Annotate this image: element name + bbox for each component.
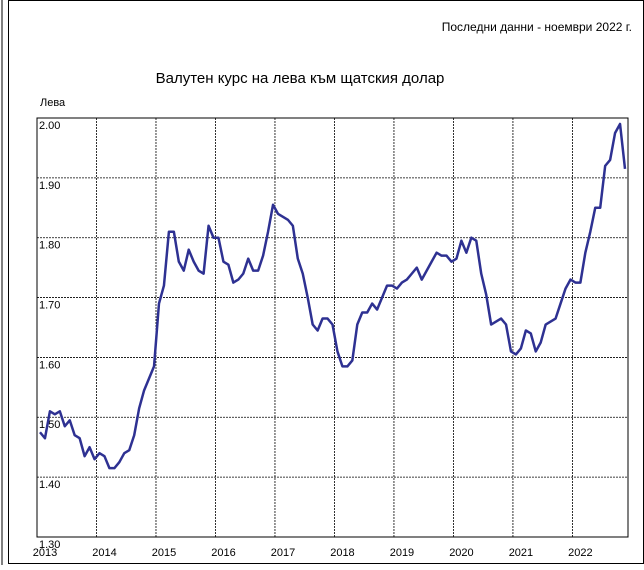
x-tick-label: 2022 [568,547,592,559]
chart-title: Валутен курс на лева към щатския долар [156,70,445,87]
x-tick-label: 2021 [509,547,533,559]
y-tick-label: 1.60 [39,359,60,371]
y-axis-label: Лева [40,97,66,109]
line-series [39,122,627,470]
x-tick-label: 2018 [330,547,354,559]
x-tick-label: 2020 [449,547,473,559]
x-tick-label: 2016 [211,547,235,559]
y-tick-label: 1.80 [39,240,60,252]
x-tick-label: 2014 [92,547,116,559]
note: Последни данни - ноември 2022 г. [442,20,632,34]
x-tick-label: 2017 [271,547,295,559]
y-tick-label: 1.90 [39,180,60,192]
y-tick-label: 1.30 [39,539,60,551]
x-tick-label: 2019 [390,547,414,559]
x-tick-label: 2013 [33,547,57,559]
y-tick-label: 1.40 [39,479,60,491]
y-tick-label: 1.50 [39,419,60,431]
y-tick-label: 1.70 [39,299,60,311]
y-tick-label: 2.00 [39,120,60,132]
x-tick-label: 2015 [152,547,176,559]
